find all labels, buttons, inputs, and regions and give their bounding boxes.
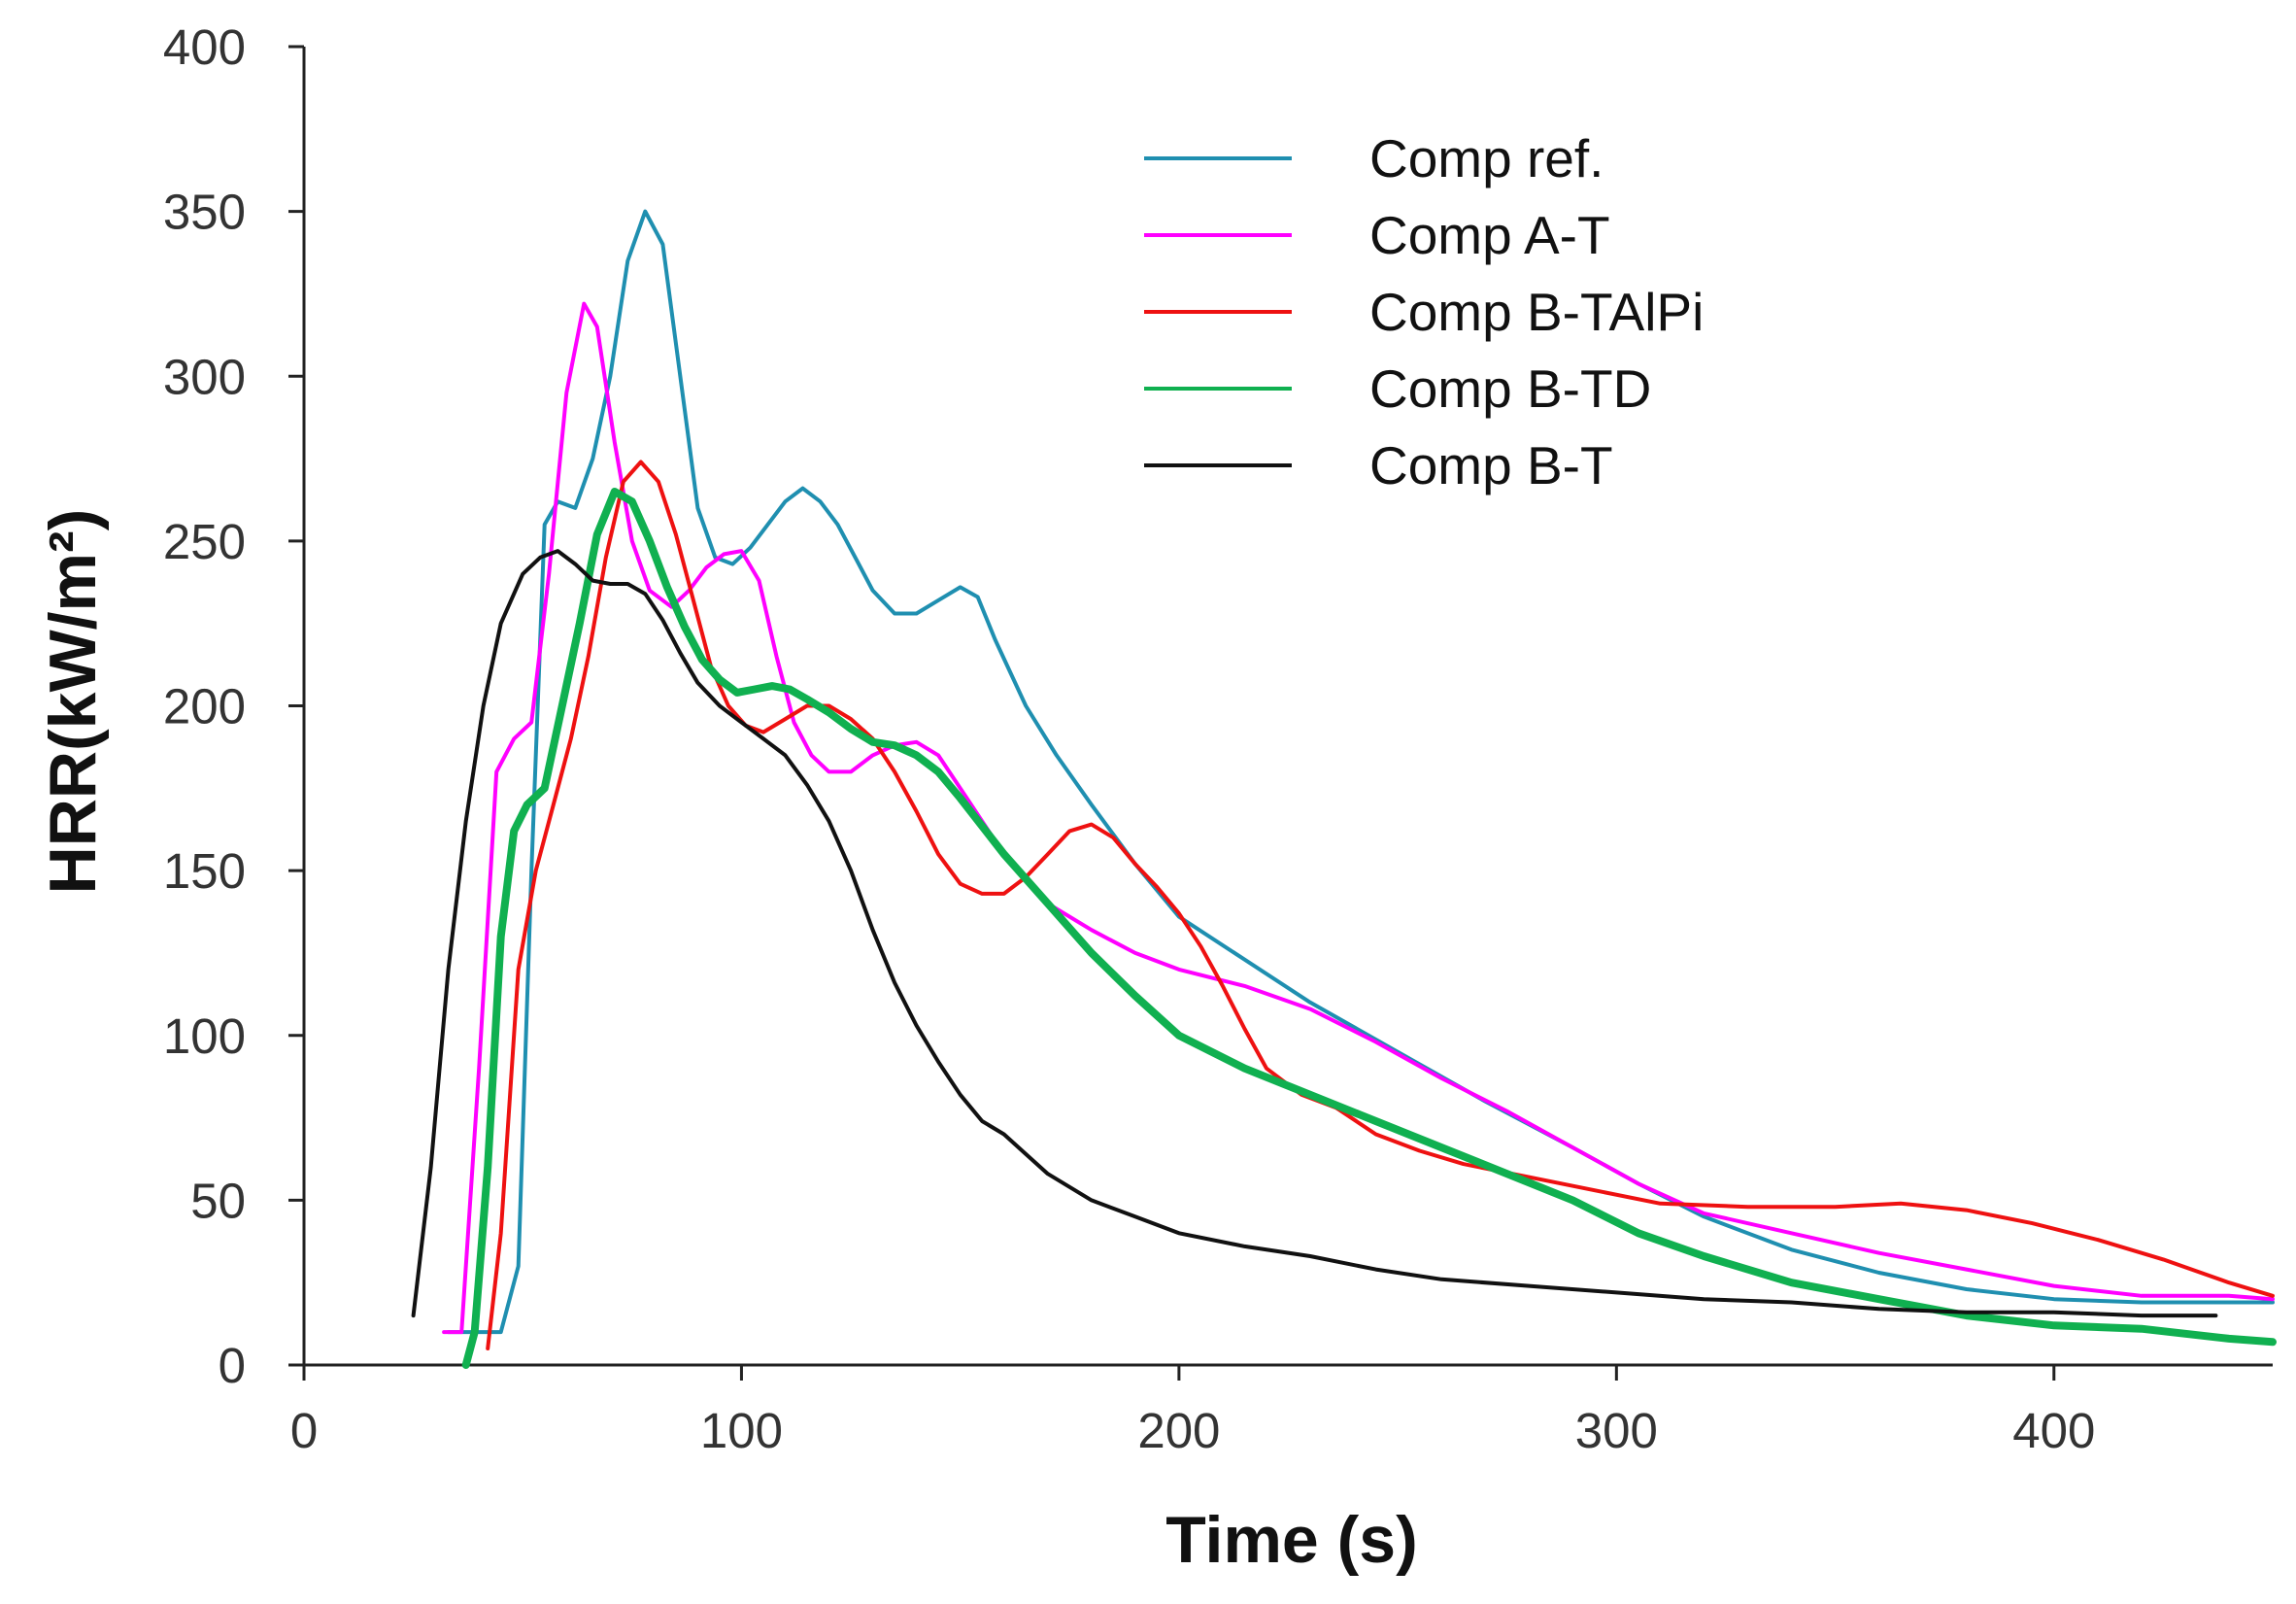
y-tick-label: 350 xyxy=(163,185,246,240)
legend-label-0: Comp ref. xyxy=(1369,128,1604,188)
y-tick-label: 250 xyxy=(163,514,246,569)
y-axis-ticks: 0 50 100 150 200 250 300 350 400 xyxy=(163,19,304,1393)
x-tick-label: 200 xyxy=(1137,1403,1220,1458)
y-tick-label: 50 xyxy=(190,1173,246,1228)
legend-label-1: Comp A-T xyxy=(1369,205,1610,265)
series-line-2 xyxy=(486,460,2275,1350)
series-line-0 xyxy=(446,209,2275,1335)
y-tick-label: 400 xyxy=(163,19,246,75)
y-axis-title: HRR(kW/m²) xyxy=(36,509,110,895)
y-tick-label: 100 xyxy=(163,1008,246,1064)
x-tick-label: 400 xyxy=(2012,1403,2095,1458)
x-tick-label: 300 xyxy=(1575,1403,1658,1458)
x-axis-title: Time (s) xyxy=(1165,1503,1417,1577)
y-tick-label: 150 xyxy=(163,843,246,899)
legend: Comp ref. Comp A-T Comp B-TAlPi Comp B-TD Co… xyxy=(1144,128,1704,495)
series-line-4 xyxy=(411,549,2218,1318)
y-tick-label: 200 xyxy=(163,679,246,734)
series-line-3 xyxy=(461,488,2277,1369)
x-tick-label: 0 xyxy=(290,1403,318,1458)
x-axis-ticks: 0 100 200 300 400 xyxy=(290,1365,2095,1458)
legend-label-3: Comp B-TD xyxy=(1369,358,1651,419)
x-tick-label: 100 xyxy=(700,1403,783,1458)
legend-label-4: Comp B-T xyxy=(1369,435,1613,495)
y-tick-label: 300 xyxy=(163,349,246,404)
legend-label-2: Comp B-TAlPi xyxy=(1369,282,1704,342)
y-tick-label: 0 xyxy=(219,1338,246,1393)
series-layer xyxy=(411,209,2277,1369)
series-line-1 xyxy=(442,301,2275,1335)
